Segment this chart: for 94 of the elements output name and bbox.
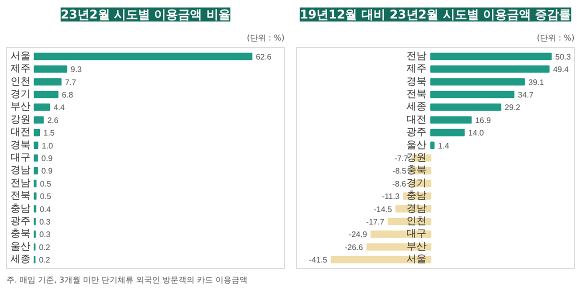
- y-tick-label: 광주: [10, 216, 30, 228]
- y-tick-label: 광주: [406, 127, 427, 138]
- data-label: 6.8: [62, 90, 74, 100]
- data-label: 2.6: [47, 116, 60, 125]
- y-tick-label: 강원: [406, 152, 427, 164]
- bar: [370, 230, 432, 238]
- y-tick-label: 전남: [406, 50, 427, 62]
- y-tick-label: 경북: [10, 140, 30, 151]
- bar: [366, 243, 432, 251]
- bar: [34, 154, 38, 162]
- bar: [430, 142, 435, 149]
- data-label: 34.7: [518, 90, 534, 100]
- data-label: 16.9: [475, 116, 492, 125]
- data-label: 0.3: [39, 218, 52, 227]
- y-tick-label: 울산: [406, 140, 427, 151]
- bar: [34, 90, 58, 98]
- y-tick-label: 세종: [406, 102, 427, 113]
- bar: [430, 128, 465, 136]
- data-label: 0.2: [38, 256, 51, 265]
- y-tick-label: 충북: [10, 228, 30, 240]
- bar: [34, 78, 62, 86]
- data-label: 0.9: [41, 154, 54, 163]
- y-tick-label: 전북: [10, 190, 30, 202]
- data-label: -14.5: [374, 204, 393, 214]
- bar: [34, 142, 38, 149]
- bar: [430, 90, 514, 98]
- data-label: 0.5: [40, 179, 52, 188]
- y-tick-label: 대전: [406, 114, 427, 126]
- y-tick-label: 경남: [10, 165, 30, 176]
- y-tick-label: 제주: [10, 64, 30, 75]
- y-tick-label: 부산: [10, 102, 30, 113]
- y-tick-label: 전남: [10, 178, 30, 189]
- bar: [34, 104, 50, 111]
- y-tick-label: 경기: [406, 178, 427, 189]
- data-label: 62.6: [256, 52, 272, 62]
- text: (단위 : %): [246, 34, 284, 42]
- data-label: 39.1: [528, 78, 545, 87]
- data-label: 0.3: [39, 230, 52, 240]
- text: 주. 매입 기준, 3개월 미만 단기체류 외국인 방문객의 카드 이용금액: [6, 276, 248, 284]
- y-tick-label: 충남: [10, 203, 30, 214]
- data-label: 1.5: [44, 128, 56, 138]
- data-label: 9.3: [70, 65, 82, 74]
- y-tick-label: 부산: [406, 241, 427, 252]
- bar: [34, 116, 44, 124]
- data-label: -41.5: [309, 256, 328, 265]
- data-label: -26.6: [344, 242, 364, 252]
- data-label: -24.9: [348, 230, 368, 240]
- bar: [430, 104, 502, 111]
- y-tick-label: 충남: [406, 190, 427, 202]
- bar: [330, 256, 432, 264]
- bar: [430, 65, 550, 73]
- data-label: 1.0: [42, 141, 54, 150]
- data-label: 7.7: [65, 78, 77, 87]
- y-tick-label: 경남: [406, 203, 427, 214]
- bar: [34, 52, 252, 60]
- data-label: 14.0: [468, 128, 484, 138]
- y-tick-label: 서울: [10, 50, 30, 62]
- data-label: 0.2: [38, 242, 51, 252]
- chart-title: 23년2월 시도별 이용금액 비율: [60, 8, 230, 22]
- y-tick-label: 전북: [406, 88, 427, 100]
- y-tick-label: 대구: [406, 228, 427, 240]
- y-tick-label: 인천: [406, 216, 427, 228]
- bar: [34, 65, 68, 73]
- bar: [430, 52, 552, 60]
- data-label: 0.9: [41, 166, 54, 176]
- data-label: -8.6: [392, 179, 407, 188]
- bar: [34, 128, 40, 136]
- y-tick-label: 인천: [10, 76, 30, 88]
- y-tick-label: 대전: [10, 127, 30, 138]
- data-label: 4.4: [54, 103, 66, 112]
- data-label: -17.7: [366, 218, 385, 227]
- bar: [430, 116, 472, 124]
- data-label: -8.5: [392, 166, 407, 176]
- data-label: 29.2: [504, 103, 521, 112]
- bar: [430, 78, 525, 86]
- y-tick-label: 울산: [10, 241, 30, 252]
- y-tick-label: 경기: [10, 88, 30, 100]
- data-label: 0.5: [40, 192, 52, 202]
- data-label: 1.4: [438, 141, 450, 150]
- y-tick-label: 대구: [10, 152, 30, 164]
- data-label: -11.3: [382, 192, 400, 202]
- text: (단위 : %): [536, 34, 574, 42]
- y-tick-label: 강원: [10, 114, 30, 126]
- data-label: 50.3: [555, 52, 572, 62]
- chart-title: 19년12월 대비 23년2월 시도별 이용금액 증감률: [300, 8, 572, 22]
- data-label: -7.7: [394, 154, 409, 163]
- y-tick-label: 세종: [10, 254, 30, 266]
- y-tick-label: 경북: [406, 76, 427, 88]
- bar: [34, 167, 38, 174]
- data-label: 0.4: [40, 204, 52, 214]
- y-tick-label: 서울: [406, 254, 427, 266]
- data-label: 49.4: [553, 65, 570, 74]
- y-tick-label: 제주: [406, 64, 427, 75]
- y-tick-label: 충북: [406, 165, 427, 176]
